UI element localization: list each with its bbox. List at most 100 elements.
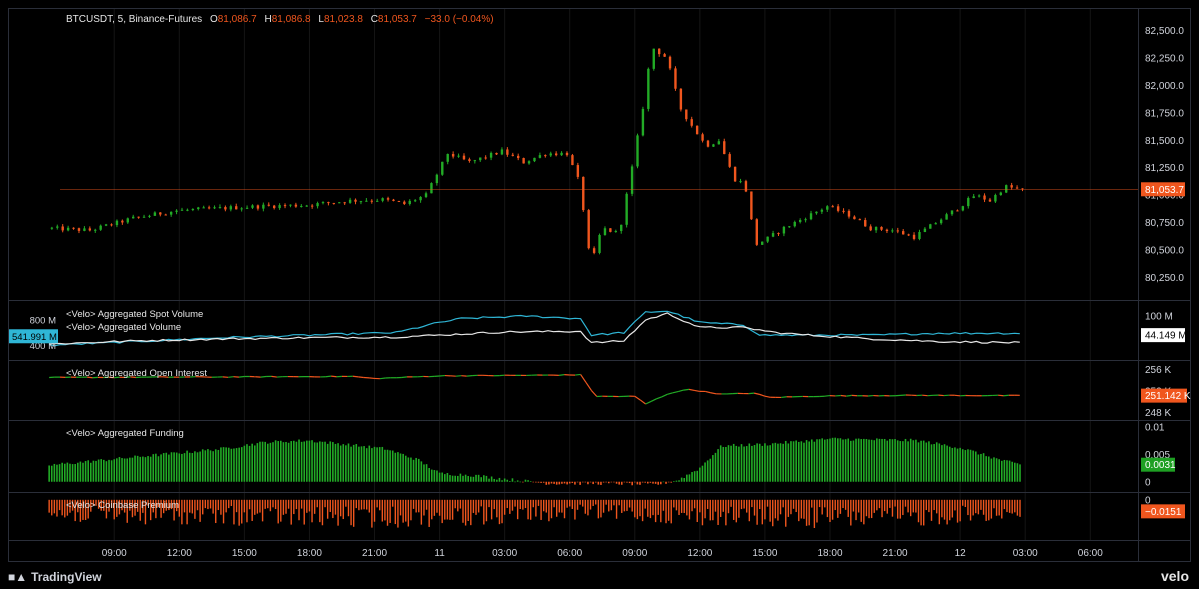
premium-bar bbox=[977, 499, 980, 515]
oi-last-tag-label: 251.142 K bbox=[1145, 391, 1191, 402]
candle-body bbox=[517, 155, 520, 159]
premium-bar bbox=[199, 499, 201, 522]
premium-bar bbox=[178, 499, 180, 517]
funding-bar bbox=[475, 474, 477, 482]
premium-bar bbox=[792, 499, 795, 509]
premium-bar bbox=[813, 499, 816, 528]
premium-bar bbox=[667, 499, 670, 521]
volume-pane[interactable]: <Velo> Aggregated Spot Volume <Velo> Agg… bbox=[49, 309, 1020, 347]
premium-bar bbox=[467, 499, 469, 521]
candle-body bbox=[929, 224, 932, 229]
candle-body bbox=[278, 205, 281, 209]
open-interest-pane[interactable]: <Velo> Aggregated Open Interest bbox=[49, 368, 1020, 405]
premium-bar bbox=[496, 499, 498, 518]
premium-bar bbox=[535, 499, 537, 517]
right-price-axis[interactable]: 82,500.0 82,250.0 82,000.0 81,750.0 81,500.0… bbox=[1141, 26, 1191, 519]
funding-bar bbox=[620, 481, 623, 485]
low-value: 81,023.8 bbox=[324, 14, 363, 25]
premium-bar bbox=[238, 499, 240, 526]
funding-bar bbox=[438, 472, 441, 482]
time-tick-label: 21:00 bbox=[362, 548, 387, 559]
premium-bar bbox=[587, 499, 589, 516]
funding-bar bbox=[220, 447, 222, 482]
candle-body bbox=[804, 219, 807, 221]
candle-body bbox=[88, 228, 92, 231]
premium-bar bbox=[511, 499, 514, 511]
volume-right-tag bbox=[1141, 328, 1185, 343]
funding-bar bbox=[915, 439, 917, 482]
open-interest-segment bbox=[667, 392, 673, 395]
price-pane[interactable]: BTCUSDT, 5, Binance-Futures O81,086.7 H8… bbox=[50, 14, 1138, 255]
open-interest-segment bbox=[580, 374, 587, 383]
premium-bar bbox=[324, 499, 326, 508]
premium-bar bbox=[597, 499, 600, 519]
candle-body bbox=[994, 194, 997, 202]
funding-bar bbox=[712, 455, 714, 482]
premium-bar bbox=[506, 499, 508, 509]
funding-bar bbox=[272, 442, 274, 482]
candle-body bbox=[506, 149, 509, 155]
premium-bar bbox=[595, 499, 597, 505]
time-axis[interactable]: 09:00 12:00 15:00 18:00 21:00 11 03:00 06:00 09:… bbox=[102, 548, 1104, 559]
premium-bar bbox=[389, 499, 391, 523]
funding-bar bbox=[485, 475, 488, 482]
open-interest-segment bbox=[694, 389, 700, 392]
funding-bar bbox=[363, 446, 365, 482]
premium-bar bbox=[345, 499, 347, 507]
premium-bar bbox=[134, 499, 136, 516]
funding-bar bbox=[509, 480, 511, 482]
funding-bar bbox=[376, 447, 378, 482]
funding-bar bbox=[719, 445, 722, 482]
premium-bar bbox=[243, 499, 246, 513]
funding-pane[interactable]: <Velo> Aggregated Funding bbox=[48, 428, 1021, 486]
premium-bar bbox=[48, 499, 50, 513]
open-interest-segment bbox=[998, 394, 1004, 397]
funding-tick-label: 0.01 bbox=[1145, 422, 1165, 433]
premium-bar bbox=[407, 499, 410, 527]
funding-bar bbox=[178, 453, 181, 482]
funding-bar bbox=[961, 449, 964, 482]
candle-body bbox=[495, 152, 498, 155]
premium-pane[interactable]: <Velo> Coinbase Premium bbox=[48, 499, 1021, 528]
funding-bar bbox=[696, 470, 699, 482]
premium-bar bbox=[574, 499, 576, 520]
funding-bar bbox=[384, 449, 386, 482]
premium-bar bbox=[582, 499, 584, 507]
funding-bar bbox=[623, 481, 626, 483]
funding-bar bbox=[173, 452, 175, 482]
candle-body bbox=[479, 157, 482, 161]
premium-bar bbox=[397, 499, 399, 528]
premium-bar bbox=[202, 499, 204, 515]
funding-bar bbox=[129, 457, 131, 482]
premium-bar bbox=[855, 499, 857, 521]
premium-bar bbox=[670, 499, 672, 524]
open-interest-segment bbox=[672, 391, 679, 394]
premium-bar bbox=[425, 499, 428, 510]
funding-bar bbox=[896, 440, 899, 482]
open-interest-segment bbox=[688, 388, 695, 392]
premium-bar bbox=[1001, 499, 1003, 519]
funding-bar bbox=[553, 481, 555, 484]
funding-bar bbox=[790, 441, 792, 482]
premium-bar bbox=[493, 499, 495, 510]
premium-bar bbox=[261, 499, 264, 522]
candle-body bbox=[413, 200, 417, 202]
candle-body bbox=[381, 198, 384, 201]
funding-bar bbox=[92, 460, 95, 482]
tradingview-logo[interactable]: ■▲ TradingView bbox=[8, 570, 102, 584]
candle-body bbox=[77, 228, 81, 231]
premium-bar bbox=[941, 499, 943, 518]
premium-bar bbox=[881, 499, 883, 518]
funding-bar bbox=[238, 447, 240, 482]
premium-bar bbox=[605, 499, 607, 505]
premium-bar bbox=[480, 499, 482, 507]
premium-bar bbox=[972, 499, 974, 516]
premium-bar bbox=[847, 499, 849, 517]
premium-bar bbox=[436, 499, 438, 513]
candle-body bbox=[891, 230, 894, 232]
funding-bar bbox=[402, 453, 404, 482]
funding-bar bbox=[308, 440, 311, 482]
candle-body bbox=[858, 219, 862, 221]
